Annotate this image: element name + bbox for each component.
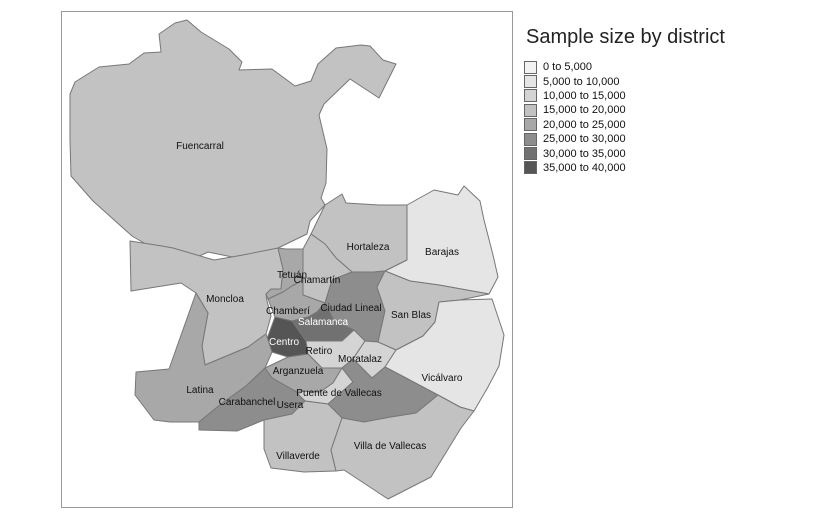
district-label-salamanca: Salamanca (298, 317, 348, 328)
legend-item: 10,000 to 15,000 (524, 89, 725, 103)
legend-swatch (524, 132, 537, 146)
district-label-arganzuela: Arganzuela (273, 366, 324, 377)
legend-item: 15,000 to 20,000 (524, 103, 725, 117)
district-label-retiro: Retiro (306, 346, 333, 357)
legend-item: 35,000 to 40,000 (524, 161, 725, 175)
district-label-puente-de-vallecas: Puente de Vallecas (296, 388, 381, 399)
legend-title: Sample size by district (526, 26, 725, 48)
legend-label: 20,000 to 25,000 (543, 118, 626, 131)
district-label-usera: Usera (277, 400, 304, 411)
legend-items: 0 to 5,000 5,000 to 10,000 10,000 to 15,00… (524, 60, 725, 175)
district-label-carabanchel: Carabanchel (219, 397, 276, 408)
district-label-san-blas: San Blas (391, 310, 431, 321)
district-shapes (69, 19, 505, 500)
district-label-villa-de-vallecas: Villa de Vallecas (354, 441, 426, 452)
district-carabanchel (198, 367, 306, 432)
legend: Sample size by district 0 to 5,000 5,000 … (524, 26, 725, 175)
legend-label: 0 to 5,000 (543, 61, 592, 74)
legend-label: 10,000 to 15,000 (543, 89, 626, 102)
district-label-hortaleza: Hortaleza (347, 242, 390, 253)
district-label-centro: Centro (269, 337, 299, 348)
legend-item: 30,000 to 35,000 (524, 146, 725, 161)
district-label-moratalaz: Moratalaz (338, 354, 382, 365)
legend-swatch (524, 75, 537, 89)
legend-item: 5,000 to 10,000 (524, 74, 725, 89)
legend-item: 25,000 to 30,000 (524, 132, 725, 146)
legend-label: 30,000 to 35,000 (543, 147, 626, 160)
legend-swatch (524, 147, 537, 161)
map-panel: Fuencarral Hortaleza Barajas Moncloa Tetuán C… (61, 11, 513, 508)
district-label-barajas: Barajas (425, 247, 459, 258)
district-label-chamartin: Chamartín (294, 275, 341, 286)
district-label-latina: Latina (186, 385, 214, 396)
district-label-tetuan: Tetuán (277, 270, 307, 281)
district-label-moncloa: Moncloa (206, 294, 244, 305)
legend-item: 20,000 to 25,000 (524, 118, 725, 132)
legend-swatch (524, 161, 537, 175)
legend-item: 0 to 5,000 (524, 60, 725, 74)
district-label-ciudad-lineal: Ciudad Lineal (320, 303, 381, 314)
legend-label: 5,000 to 10,000 (543, 75, 620, 88)
district-label-villaverde: Villaverde (276, 451, 320, 462)
district-fuencarral (69, 19, 397, 292)
district-villa-de-vallecas (330, 394, 475, 500)
district-label-chamberi: Chamberí (266, 306, 310, 317)
district-label-vicalvaro: Vicálvaro (422, 373, 463, 384)
legend-label: 25,000 to 30,000 (543, 133, 626, 146)
legend-label: 35,000 to 40,000 (543, 161, 626, 174)
legend-swatch (524, 89, 537, 103)
legend-swatch (524, 60, 537, 74)
legend-swatch (524, 103, 537, 117)
district-label-fuencarral: Fuencarral (176, 141, 224, 152)
legend-label: 15,000 to 20,000 (543, 104, 626, 117)
legend-swatch (524, 118, 537, 132)
